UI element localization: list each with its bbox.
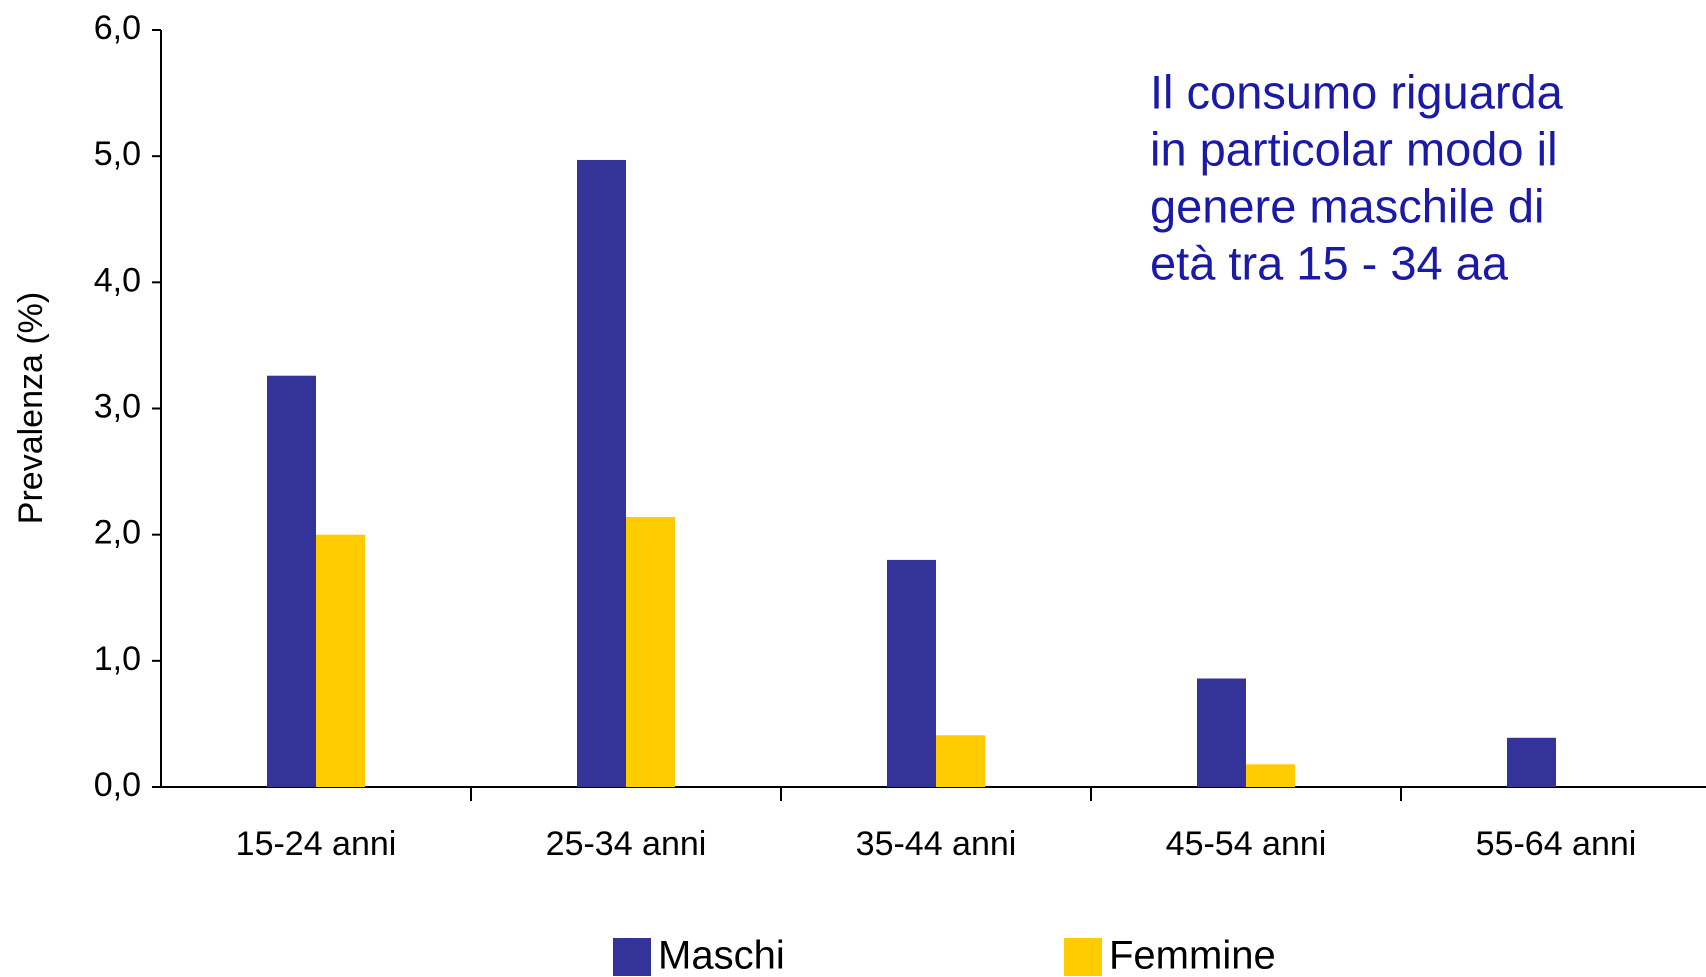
legend-swatch — [613, 938, 651, 976]
annotation: in particolar modo il — [1150, 122, 1558, 175]
y-tick-label: 2,0 — [94, 514, 141, 552]
legend-label: Maschi — [658, 934, 785, 977]
legend-label: Femmine — [1109, 934, 1276, 977]
y-axis-label: Prevalenza (%) — [12, 292, 50, 524]
annotation: Il consumo riguarda — [1150, 65, 1564, 118]
bar — [577, 159, 626, 787]
y-tick-label: 4,0 — [94, 261, 141, 299]
y-tick-label: 5,0 — [94, 135, 141, 173]
annotation: genere maschile di — [1150, 179, 1545, 232]
x-tick-label: 35-44 anni — [856, 825, 1017, 863]
bar — [1197, 678, 1246, 787]
bar — [626, 517, 675, 787]
bar — [887, 559, 936, 787]
bar — [936, 735, 985, 787]
bar — [316, 534, 365, 787]
bar — [1507, 737, 1556, 787]
x-tick-label: 55-64 anni — [1476, 825, 1637, 863]
bar — [267, 375, 316, 787]
x-tick-label: 45-54 anni — [1166, 825, 1327, 863]
annotation: età tra 15 - 34 aa — [1150, 236, 1509, 289]
legend-swatch — [1064, 938, 1102, 976]
y-tick-label: 1,0 — [94, 640, 141, 678]
y-tick-label: 6,0 — [94, 9, 141, 47]
y-tick-label: 3,0 — [94, 387, 141, 425]
y-tick-label: 0,0 — [94, 766, 141, 804]
x-tick-label: 15-24 anni — [236, 825, 397, 863]
bar — [1246, 764, 1295, 787]
x-tick-label: 25-34 anni — [546, 825, 707, 863]
